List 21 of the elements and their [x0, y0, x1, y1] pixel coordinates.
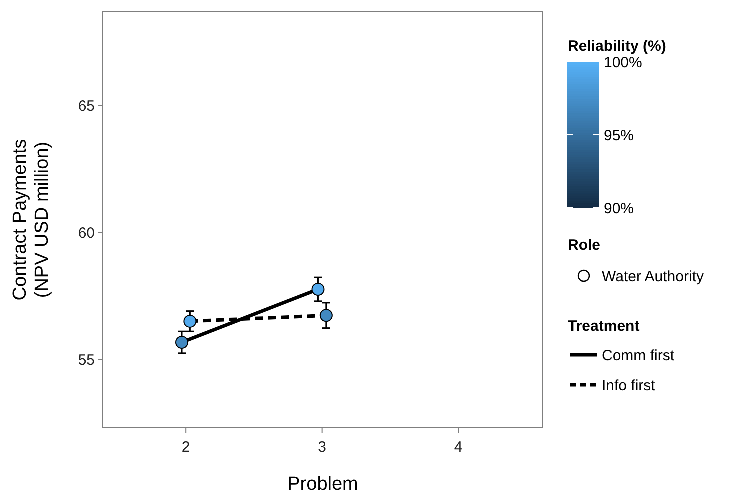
point — [320, 309, 333, 322]
color-bar-label: 90% — [604, 200, 634, 218]
color-bar-label: 95% — [604, 127, 634, 144]
y-tick-label: 60 — [78, 224, 95, 242]
x-tick-label: 2 — [182, 439, 190, 456]
point — [312, 283, 325, 296]
point — [184, 314, 197, 328]
y-tick-label: 55 — [78, 352, 95, 369]
point — [176, 336, 189, 350]
color-bar-label: 100% — [604, 54, 642, 72]
legend-title: Treatment — [568, 318, 640, 335]
y-axis-title: Contract Payments (NPV USD million) — [10, 139, 53, 301]
x-axis-title: Problem — [288, 474, 358, 493]
y-tick-label: 65 — [78, 98, 95, 116]
legend-label: Comm first — [602, 347, 676, 364]
x-tick-label: 4 — [454, 439, 463, 456]
legend-label: Info first — [602, 377, 656, 394]
color-bar-title: Reliability (%) — [568, 38, 666, 55]
text: Role — [568, 237, 601, 254]
text: Water Authority — [602, 268, 704, 286]
x-tick-label: 3 — [318, 439, 326, 456]
